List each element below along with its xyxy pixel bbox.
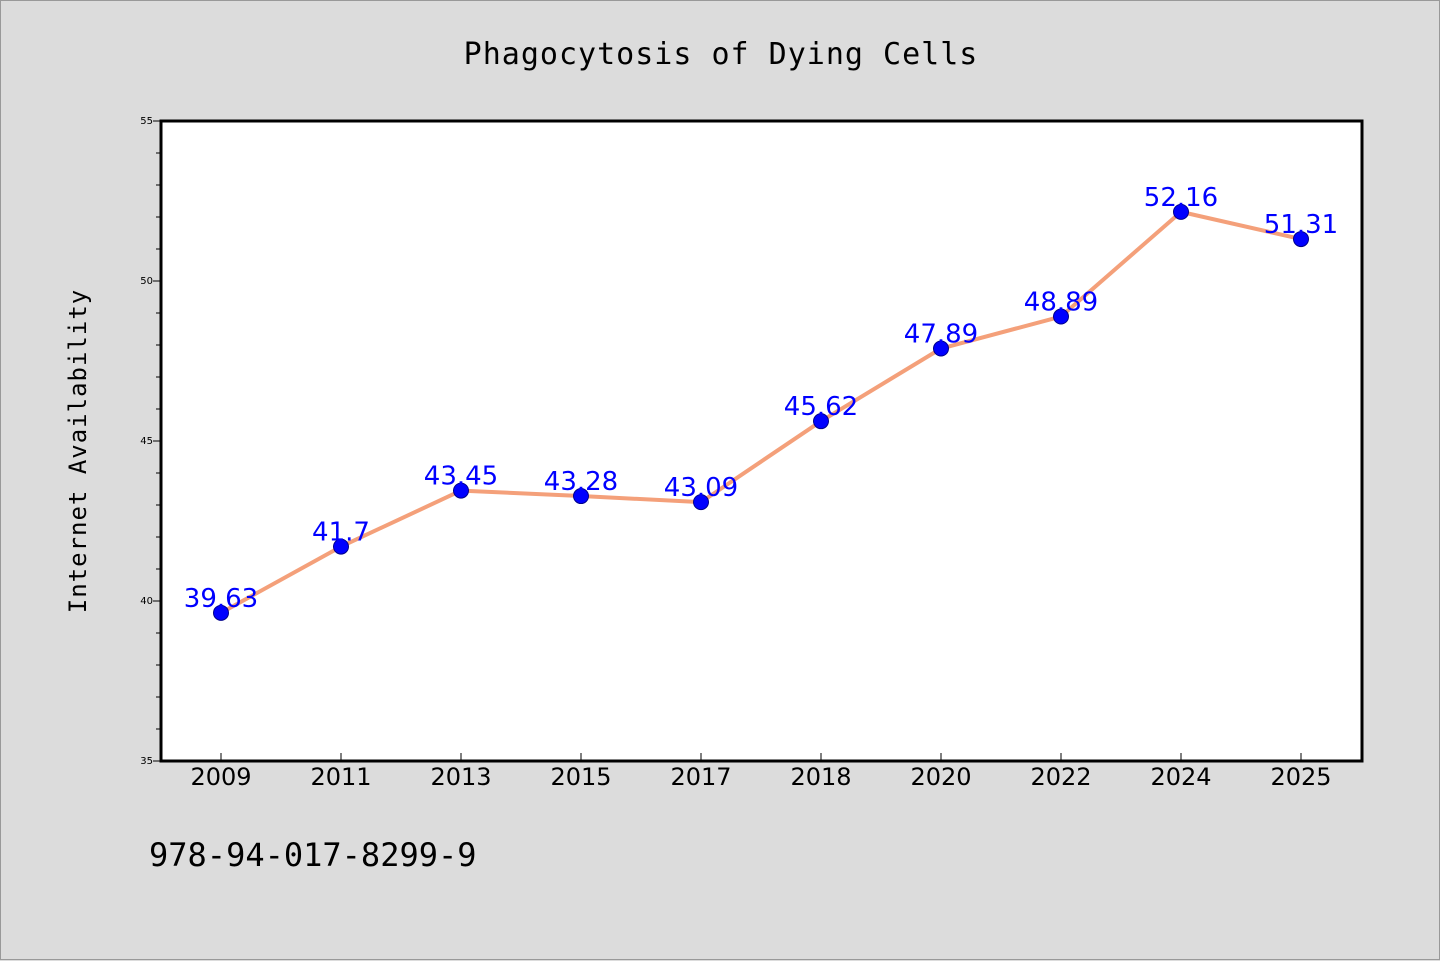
data-label: 48.89 bbox=[1024, 288, 1098, 318]
chart-title: Phagocytosis of Dying Cells bbox=[464, 37, 979, 72]
x-tick-label: 2025 bbox=[1270, 763, 1331, 791]
data-label: 41.7 bbox=[312, 518, 370, 548]
series-group: 39.63 41.7 43.45 43.28 43.09 45.62 47.89 48.89 5… bbox=[184, 183, 1338, 621]
data-point bbox=[1053, 308, 1069, 325]
data-label: 39.63 bbox=[184, 584, 258, 614]
data-point bbox=[1173, 203, 1189, 220]
x-tick-label: 2009 bbox=[190, 763, 251, 791]
y-axis-label: Internet Availability bbox=[64, 289, 92, 613]
x-tick-label: 2015 bbox=[550, 763, 611, 791]
data-label: 43.28 bbox=[544, 467, 618, 497]
x-tick-label: 2024 bbox=[1150, 763, 1211, 791]
data-point bbox=[1293, 231, 1309, 248]
data-label: 47.89 bbox=[904, 320, 978, 350]
footer-isbn: 978-94-017-8299-9 bbox=[149, 836, 477, 874]
x-tick-label: 2017 bbox=[670, 763, 731, 791]
data-label: 52.16 bbox=[1144, 183, 1218, 213]
x-tick-label: 2013 bbox=[430, 763, 491, 791]
data-point bbox=[213, 604, 229, 621]
data-point bbox=[933, 340, 949, 357]
y-axis: 35 40 45 50 55 bbox=[140, 116, 161, 767]
x-tick-label: 2022 bbox=[1030, 763, 1091, 791]
data-point bbox=[333, 538, 349, 555]
y-tick-label: 40 bbox=[140, 596, 153, 607]
data-point bbox=[573, 488, 589, 505]
data-point bbox=[813, 413, 829, 430]
series-line bbox=[220, 209, 1302, 615]
y-tick-label: 55 bbox=[140, 116, 153, 127]
y-tick-label: 45 bbox=[140, 436, 153, 447]
x-tick-label: 2018 bbox=[790, 763, 851, 791]
data-point bbox=[453, 482, 469, 499]
y-tick-label: 35 bbox=[140, 756, 153, 767]
data-label: 51.31 bbox=[1264, 210, 1338, 240]
data-point bbox=[693, 494, 709, 511]
data-label: 43.09 bbox=[664, 473, 738, 503]
x-tick-label: 2020 bbox=[910, 763, 971, 791]
data-label: 43.45 bbox=[424, 462, 498, 492]
data-label: 45.62 bbox=[784, 392, 858, 422]
x-axis: 2009 2011 2013 2015 2017 2018 2020 2022 2024 2025 bbox=[190, 753, 1332, 791]
x-tick-label: 2011 bbox=[310, 763, 371, 791]
y-tick-label: 50 bbox=[140, 276, 153, 287]
